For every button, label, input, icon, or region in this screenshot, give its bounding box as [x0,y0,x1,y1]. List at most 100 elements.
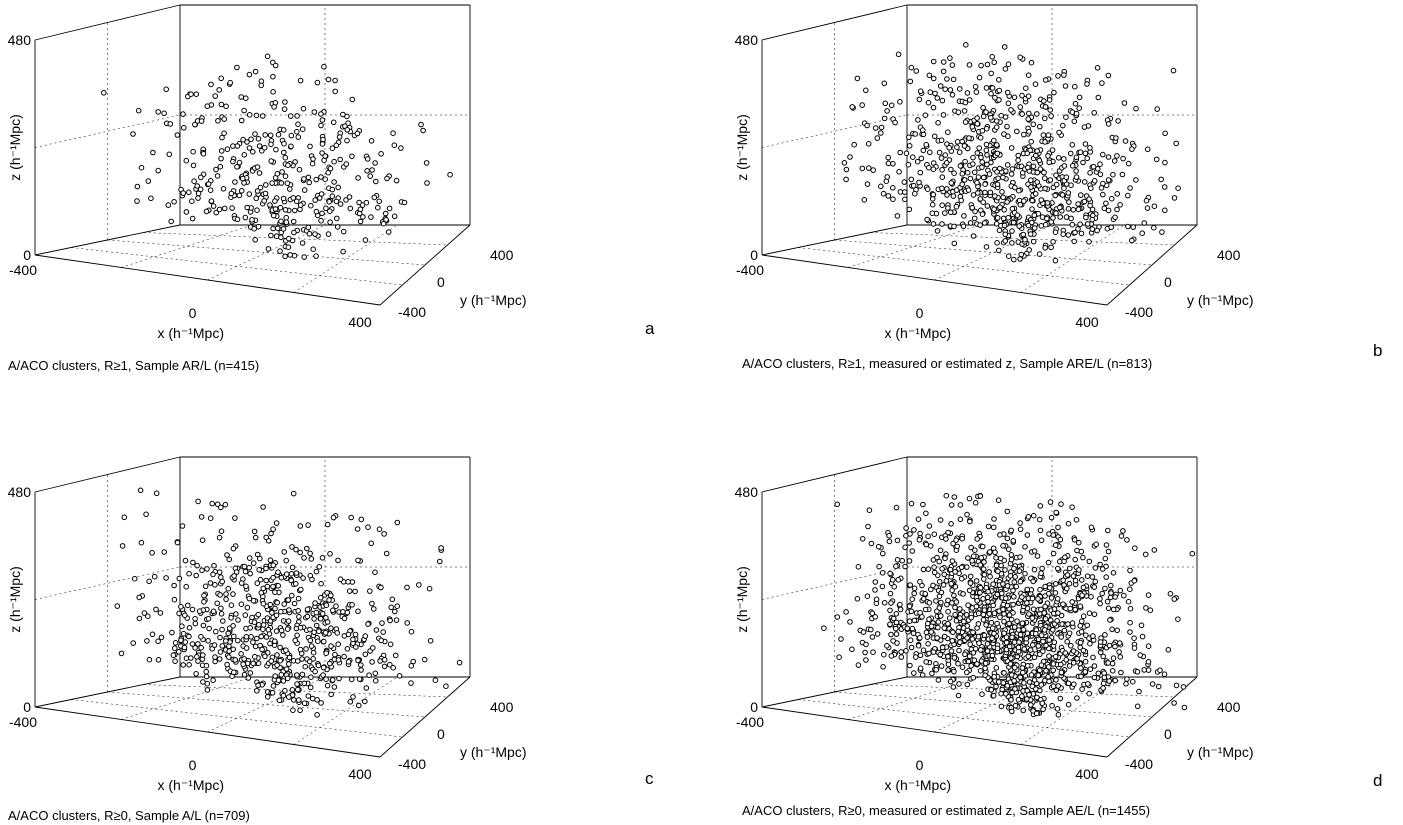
data-point [957,606,963,612]
data-point [1016,568,1023,574]
data-point [242,568,249,575]
data-point [1131,645,1138,651]
data-point [145,178,152,184]
data-point [1040,638,1046,645]
data-point [172,658,178,664]
data-point [1001,222,1008,229]
data-point [1109,668,1116,674]
data-point [1057,536,1064,543]
data-point [396,673,403,679]
data-point [980,617,987,623]
data-point [954,543,960,550]
data-point [1038,223,1045,229]
data-point [982,189,988,196]
data-point [219,643,226,649]
data-point [979,211,986,217]
data-point [972,83,979,90]
data-point [1084,622,1091,629]
data-point [959,535,965,542]
data-point [331,158,337,165]
y-tick-label: -400 [398,304,426,320]
data-point [300,105,307,112]
data-point [964,169,971,176]
data-point [318,122,324,129]
top-edge [761,4,908,41]
data-point [1011,565,1017,572]
data-point [254,551,261,558]
data-point [227,79,233,86]
data-point [247,570,253,577]
data-point [1041,98,1047,104]
data-point [1038,606,1044,613]
data-point [1052,257,1059,264]
data-point [980,199,987,205]
data-point [362,633,369,639]
data-point [1017,554,1023,560]
data-point [348,676,355,683]
data-point [306,179,313,186]
data-point [304,545,310,552]
data-point [283,557,290,564]
data-point [950,629,956,636]
data-point [908,608,915,615]
data-point [226,556,232,563]
data-point [1110,655,1117,661]
data-point [194,654,200,660]
data-point [915,642,922,649]
data-point [172,640,179,646]
data-point [246,595,253,602]
data-point [281,149,287,156]
data-point [216,534,223,541]
data-point [1030,163,1037,170]
data-point [1052,229,1059,235]
data-point [1004,199,1010,205]
data-point [1091,611,1098,618]
data-point [1092,578,1099,585]
data-point [872,587,878,593]
data-point [283,666,290,672]
data-point [968,544,974,551]
data-point [920,147,927,154]
top-edge [761,456,908,493]
data-point [136,594,142,601]
data-point [230,143,236,149]
data-point [257,184,264,191]
data-point [1029,642,1036,648]
data-point [240,661,246,667]
data-point [297,523,304,529]
data-point [288,132,295,139]
data-point [1005,61,1012,67]
data-point [1106,642,1113,649]
data-point [878,183,884,190]
data-point [310,156,316,162]
data-point [1058,612,1065,619]
x-axis-label: x (h⁻¹Mpc) [885,777,952,793]
data-point [1060,122,1066,129]
data-point [869,634,876,640]
data-point [294,632,300,639]
data-point [238,188,245,194]
data-point [979,543,986,550]
data-point [221,130,227,136]
data-point [305,693,312,699]
data-point [890,185,896,191]
data-point [901,189,908,195]
data-point [1003,691,1009,697]
y-tick-label: -400 [1125,756,1153,772]
data-point [968,614,975,621]
data-point [214,173,221,179]
data-point [376,526,383,532]
data-point [1047,584,1053,591]
data-point [995,175,1001,182]
data-point [1001,670,1007,676]
y-tick-label: 0 [437,726,445,742]
data-point [1141,667,1148,673]
data-point [949,558,956,564]
data-point [294,681,300,687]
data-point [1065,190,1072,196]
data-point [190,162,197,169]
data-point [874,631,881,637]
data-point [1033,152,1039,159]
data-point [424,180,430,186]
